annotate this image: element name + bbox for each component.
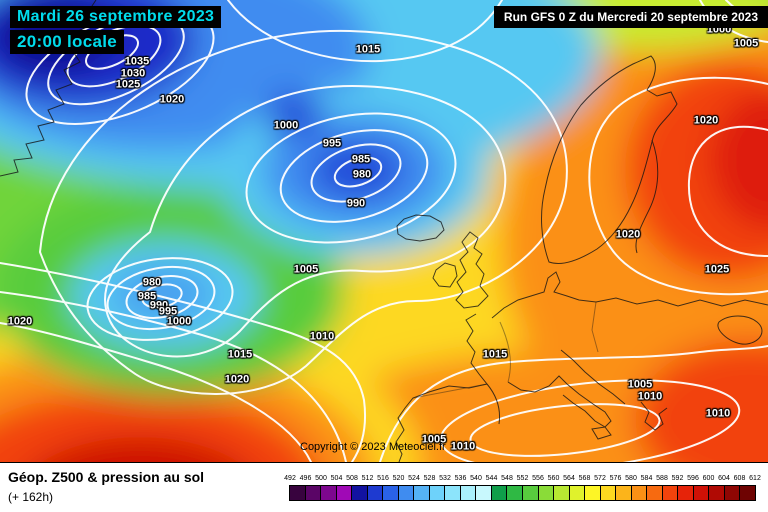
valid-time-overlay: Mardi 26 septembre 2023 20:00 locale [10, 6, 222, 54]
forecast-hour: (+ 162h) [8, 490, 54, 504]
legend-tick-label: 528 [423, 475, 436, 482]
geopotential-field [0, 0, 768, 462]
weather-map [0, 0, 768, 462]
legend-cell [414, 486, 430, 500]
legend-cell [460, 486, 477, 500]
legend-cell [491, 486, 508, 500]
map-title: Géop. Z500 & pression au sol [8, 469, 205, 485]
legend-tick-label: 520 [392, 475, 405, 482]
legend-cell [554, 486, 570, 500]
legend-tick-label: 496 [299, 475, 312, 482]
legend-tick-label: 604 [718, 475, 730, 482]
legend-cell [476, 486, 492, 500]
legend-cell [445, 486, 461, 500]
legend-tick-label: 588 [656, 475, 668, 482]
legend-tick-label: 596 [687, 475, 699, 482]
legend-cell [398, 486, 415, 500]
legend-tick-label: 608 [733, 475, 746, 482]
legend-tick-label: 532 [439, 475, 451, 482]
legend-tick-label: 592 [671, 475, 684, 482]
legend-cell [693, 486, 710, 500]
legend-tick-label: 492 [284, 475, 296, 482]
legend-cell [585, 486, 601, 500]
legend-cell [662, 486, 679, 500]
legend-cell [600, 486, 617, 500]
legend-cell [507, 486, 523, 500]
legend-cell [429, 486, 446, 500]
legend-cell [522, 486, 539, 500]
legend-tick-row: 492 496 500 504 508 512 516 520 524 528 532 536 540 5… [284, 475, 761, 484]
legend-cell [678, 486, 694, 500]
legend-cell [569, 486, 586, 500]
legend-cell [631, 486, 648, 500]
legend-cell [290, 486, 306, 500]
valid-date-text: Mardi 26 septembre 2023 [10, 6, 222, 28]
legend-tick-label: 524 [408, 475, 420, 482]
copyright-text: Copyright © 2023 Meteociel.fr [300, 441, 446, 453]
legend-cell [724, 486, 741, 500]
footer-bar: Géop. Z500 & pression au sol (+ 162h) 49… [0, 462, 768, 512]
legend-cell [352, 486, 368, 500]
legend-cell [336, 486, 353, 500]
model-run-overlay: Run GFS 0 Z du Mercredi 20 septembre 202… [493, 6, 768, 28]
legend-cell [305, 486, 322, 500]
legend-tick-label: 584 [640, 475, 653, 482]
legend-tick-label: 516 [377, 475, 389, 482]
legend-cell-row [289, 485, 756, 501]
legend-tick-label: 500 [315, 475, 327, 482]
legend-tick-label: 508 [346, 475, 358, 482]
legend-tick-label: 536 [454, 475, 467, 482]
legend-tick-label: 512 [361, 475, 374, 482]
legend-cell [616, 486, 632, 500]
legend-tick-label: 600 [702, 475, 715, 482]
legend-cell [383, 486, 399, 500]
legend-cell [740, 486, 755, 500]
legend-tick-label: 560 [547, 475, 560, 482]
legend-tick-label: 612 [749, 475, 761, 482]
legend-tick-label: 572 [594, 475, 606, 482]
legend-tick-label: 552 [516, 475, 529, 482]
legend-cell [709, 486, 725, 500]
legend-tick-label: 544 [485, 475, 498, 482]
legend-cell [647, 486, 663, 500]
legend-tick-label: 568 [578, 475, 591, 482]
legend-cell [367, 486, 384, 500]
legend-tick-label: 576 [609, 475, 622, 482]
legend-cell [321, 486, 337, 500]
valid-hour-text: 20:00 locale [10, 30, 124, 54]
legend-tick-label: 504 [330, 475, 343, 482]
legend-tick-label: 540 [470, 475, 482, 482]
legend-cell [538, 486, 555, 500]
legend-tick-label: 580 [625, 475, 637, 482]
legend-tick-label: 564 [563, 475, 575, 482]
legend-tick-label: 556 [532, 475, 544, 482]
color-scale-legend: 492 496 500 504 508 512 516 520 524 528 532 536 540 5… [284, 475, 761, 509]
legend-tick-label: 548 [501, 475, 513, 482]
